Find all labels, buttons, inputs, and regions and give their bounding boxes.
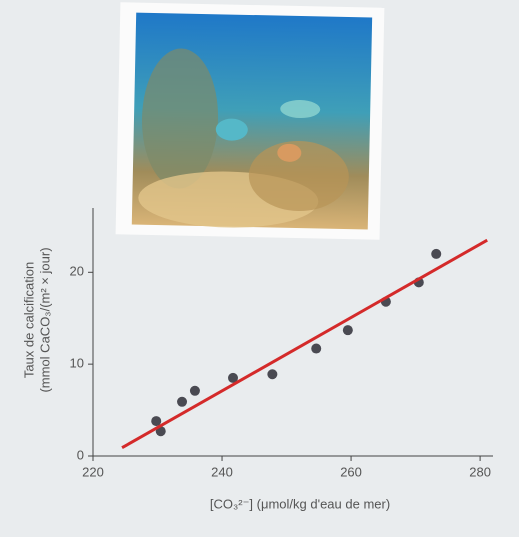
y-tick-label: 10	[70, 356, 84, 371]
x-tick-label: 280	[469, 464, 491, 479]
x-axis-label: [CO₃²⁻] (μmol/kg d'eau de mer)	[210, 496, 390, 511]
photo	[116, 2, 385, 239]
y-tick-label: 20	[70, 264, 84, 279]
point	[190, 386, 200, 396]
trend-line	[122, 240, 487, 448]
point	[267, 369, 277, 379]
point	[343, 325, 353, 335]
x-tick-label: 260	[340, 464, 362, 479]
page: Taux de calcification (mmol CaCO₃/(m² × …	[0, 0, 519, 537]
point	[431, 249, 441, 259]
y-tick-label: 0	[77, 447, 84, 462]
x-tick-label: 240	[211, 464, 233, 479]
y-axis-label: Taux de calcification	[21, 262, 36, 378]
x-tick-label: 220	[82, 464, 104, 479]
y-axis-label: (mmol CaCO₃/(m² × jour)	[37, 247, 52, 392]
point	[311, 344, 321, 354]
chart: Taux de calcification (mmol CaCO₃/(m² × …	[0, 0, 519, 537]
point	[177, 397, 187, 407]
